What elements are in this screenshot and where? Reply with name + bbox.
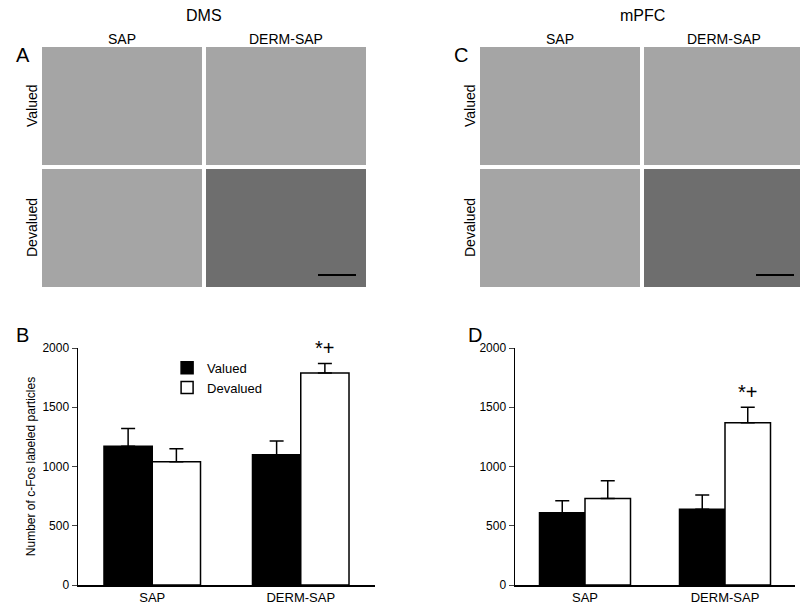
svg-text:1500: 1500 (42, 400, 69, 414)
svg-text:B: B (16, 324, 29, 346)
svg-text:Number of c-Fos labeled partic: Number of c-Fos labeled particles (24, 377, 38, 556)
svg-text:D: D (468, 324, 482, 346)
svg-text:*+: *+ (315, 337, 334, 359)
svg-text:Valued: Valued (207, 361, 247, 376)
svg-text:C: C (454, 44, 468, 66)
svg-text:SAP: SAP (572, 590, 598, 605)
svg-text:DERM-SAP: DERM-SAP (687, 31, 761, 47)
svg-text:mPFC: mPFC (620, 7, 665, 24)
svg-text:1000: 1000 (42, 460, 69, 474)
svg-text:0: 0 (499, 578, 506, 592)
svg-text:2000: 2000 (42, 341, 69, 355)
svg-text:1000: 1000 (479, 460, 506, 474)
svg-text:DMS: DMS (186, 7, 222, 24)
svg-text:SAP: SAP (139, 590, 165, 605)
svg-text:Devalued: Devalued (24, 198, 40, 257)
svg-text:500: 500 (486, 519, 506, 533)
svg-text:2000: 2000 (479, 341, 506, 355)
svg-text:*+: *+ (738, 381, 757, 403)
svg-text:Devalued: Devalued (207, 381, 262, 396)
svg-text:Valued: Valued (462, 84, 478, 127)
svg-text:0: 0 (62, 578, 69, 592)
svg-text:A: A (16, 44, 30, 66)
svg-text:SAP: SAP (546, 31, 574, 47)
svg-text:SAP: SAP (108, 31, 136, 47)
svg-text:DERM-SAP: DERM-SAP (249, 31, 323, 47)
svg-text:DERM-SAP: DERM-SAP (266, 590, 335, 605)
svg-text:1500: 1500 (479, 400, 506, 414)
svg-text:DERM-SAP: DERM-SAP (691, 590, 760, 605)
svg-text:Valued: Valued (24, 84, 40, 127)
svg-text:Devalued: Devalued (462, 198, 478, 257)
svg-text:500: 500 (49, 519, 69, 533)
